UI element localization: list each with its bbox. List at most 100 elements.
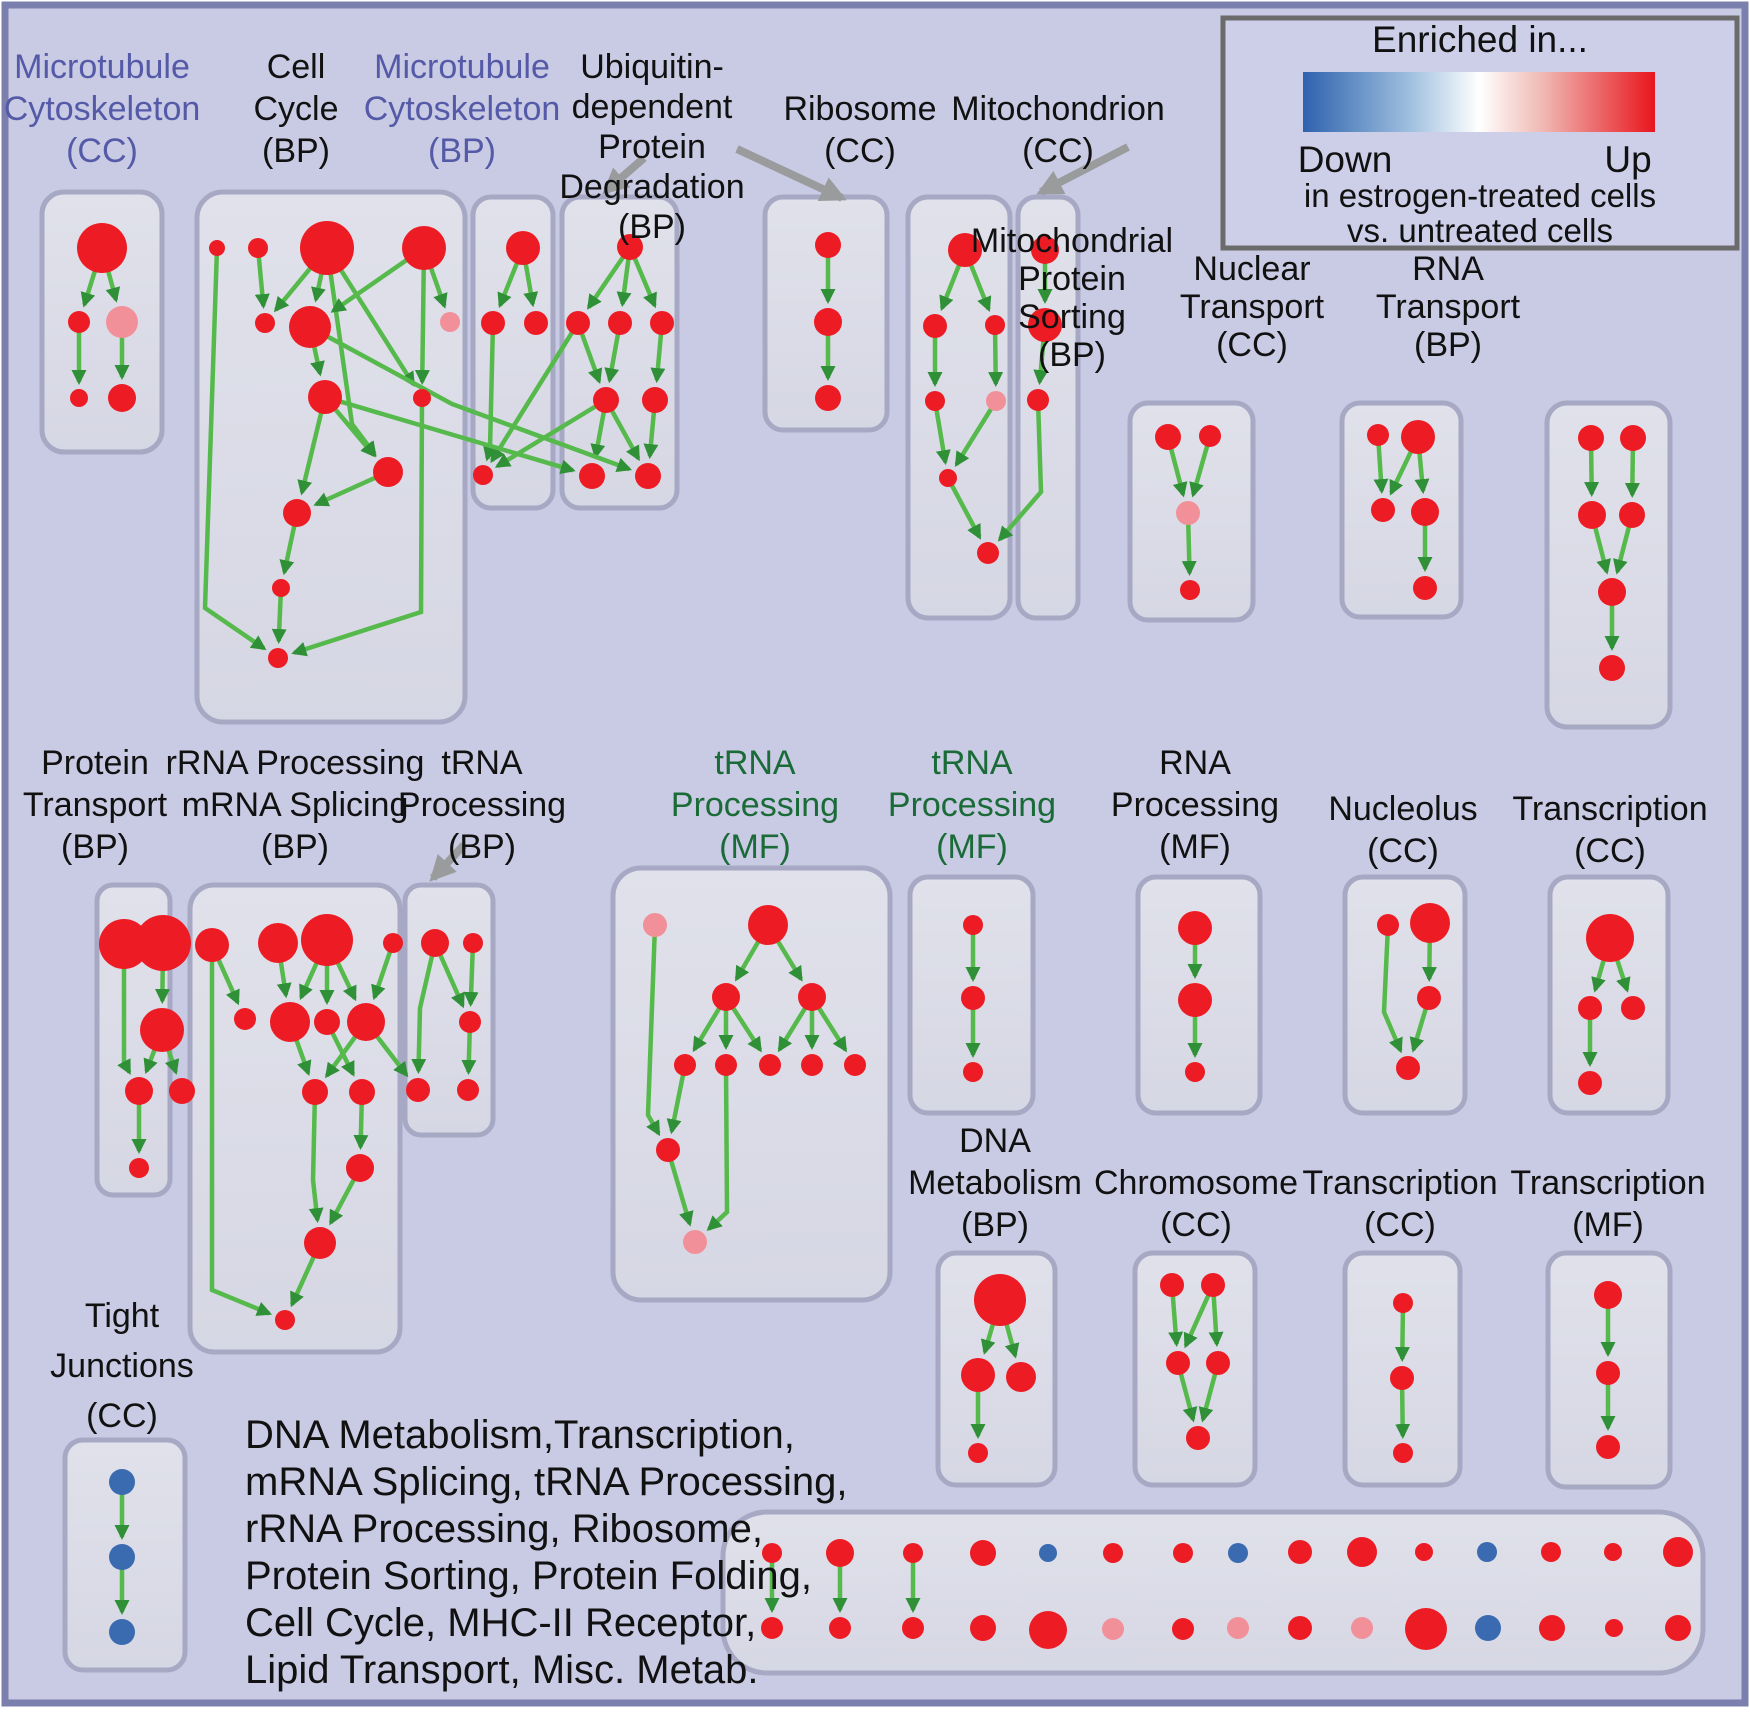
node-q2 bbox=[1620, 425, 1646, 451]
label-trna-processing-mf-1-line-2: Processing bbox=[671, 786, 839, 824]
node-o4 bbox=[1396, 1056, 1420, 1080]
node-e2 bbox=[1028, 308, 1062, 342]
node-z1 bbox=[1594, 1281, 1622, 1309]
node-u6 bbox=[579, 463, 605, 489]
label-mitochondrial-protein-sorting-bp-line-4: (BP) bbox=[1038, 336, 1106, 374]
node-w1 bbox=[1586, 914, 1634, 962]
node-f9 bbox=[656, 1138, 680, 1162]
box-microtubule-cytoskeleton-cc bbox=[39, 189, 165, 455]
label-mitochondrion-cc-line-1: Mitochondrion bbox=[951, 90, 1165, 128]
legend-subtitle-2: vs. untreated cells bbox=[1347, 212, 1613, 249]
node-wb2 bbox=[829, 1617, 851, 1639]
node-e1 bbox=[1031, 236, 1059, 264]
node-q3 bbox=[1578, 501, 1606, 529]
node-o3 bbox=[1417, 986, 1441, 1010]
node-wt1 bbox=[762, 1543, 782, 1563]
node-c9 bbox=[413, 389, 431, 407]
node-j2 bbox=[109, 1544, 135, 1570]
node-wt9 bbox=[1288, 1540, 1312, 1564]
node-c11 bbox=[283, 499, 311, 527]
node-m2 bbox=[481, 311, 505, 335]
misc-clusters-note-line-5: Cell Cycle, MHC-II Receptor, bbox=[245, 1601, 756, 1645]
node-a5 bbox=[108, 384, 136, 412]
node-wb14 bbox=[1605, 1619, 1623, 1637]
node-r1 bbox=[195, 928, 229, 962]
node-c5 bbox=[255, 313, 275, 333]
node-c1 bbox=[209, 240, 225, 256]
node-wb13 bbox=[1539, 1615, 1565, 1641]
label-mitochondrial-protein-sorting-bp-line-1: Mitochondrial bbox=[971, 222, 1173, 260]
node-u1 bbox=[566, 311, 590, 335]
edge-o1-o4 bbox=[1381, 924, 1403, 1054]
label-rrna-processing-mrna-splicing-bp-line-2: mRNA Splicing bbox=[182, 786, 409, 824]
edge-p1-p4 bbox=[117, 944, 132, 1076]
label-mitochondrial-protein-sorting-bp-line-3: Sorting bbox=[1018, 298, 1126, 336]
node-s3 bbox=[1176, 501, 1200, 525]
label-nuclear-transport-cc-line-3: (CC) bbox=[1216, 326, 1288, 364]
misc-clusters-note-line-2: mRNA Splicing, tRNA Processing, bbox=[245, 1460, 847, 1504]
node-f5 bbox=[715, 1054, 737, 1076]
node-t2 bbox=[463, 933, 483, 953]
label-rna-transport-bp-line-1: RNA bbox=[1412, 250, 1484, 288]
edge-c6-u7 bbox=[308, 325, 633, 473]
node-w3 bbox=[1621, 996, 1645, 1020]
node-u5 bbox=[642, 387, 668, 413]
node-r6 bbox=[270, 1002, 310, 1042]
label-ubiquitin-dependent-protein-degradation-bp-line-3: Protein bbox=[598, 128, 706, 166]
label-cell-cycle-bp-line-1: Cell bbox=[267, 48, 326, 86]
node-c7 bbox=[440, 312, 460, 332]
node-s2 bbox=[1199, 425, 1221, 447]
node-u3 bbox=[650, 311, 674, 335]
node-wt4 bbox=[970, 1540, 996, 1566]
edge-f9-f10 bbox=[665, 1149, 694, 1227]
label-tight-junctions-cc-line-3: (CC) bbox=[86, 1397, 158, 1435]
node-wb15 bbox=[1665, 1615, 1691, 1641]
edge-b4-b6 bbox=[932, 400, 951, 466]
node-m4 bbox=[473, 465, 493, 485]
node-u7 bbox=[635, 463, 661, 489]
node-u2 bbox=[608, 311, 632, 335]
node-d1 bbox=[974, 1274, 1026, 1326]
label-trna-processing-bp-line-1: tRNA bbox=[441, 744, 523, 782]
edge-t1-t4 bbox=[411, 942, 438, 1075]
edge-b6-b7 bbox=[946, 476, 982, 540]
label-chromosome-cc-line-1: Chromosome bbox=[1094, 1164, 1298, 1202]
node-wb5 bbox=[1029, 1611, 1067, 1649]
node-c13 bbox=[268, 648, 288, 668]
node-d3 bbox=[1006, 1362, 1036, 1392]
legend-gradient-bar bbox=[1303, 72, 1655, 132]
edge-t2-t3 bbox=[463, 942, 479, 1008]
node-r8 bbox=[347, 1003, 385, 1041]
node-n3 bbox=[1371, 498, 1395, 522]
box-dna-metabolism-bp bbox=[935, 1250, 1058, 1488]
node-n1 bbox=[1367, 424, 1389, 446]
node-f10 bbox=[683, 1230, 707, 1254]
misc-clusters-note-line-1: DNA Metabolism,Transcription, bbox=[245, 1413, 795, 1457]
label-microtubule-cytoskeleton-cc-line-1: Microtubule bbox=[14, 48, 190, 86]
label-microtubule-cytoskeleton-cc-line-2: Cytoskeleton bbox=[4, 90, 201, 128]
edge-f5-f10 bbox=[706, 1064, 730, 1232]
node-s4 bbox=[1180, 580, 1200, 600]
box-rrna-processing-mrna-splicing-bp bbox=[187, 882, 403, 1355]
node-p5 bbox=[169, 1078, 195, 1104]
node-wt10 bbox=[1347, 1537, 1377, 1567]
label-rrna-processing-mrna-splicing-bp-line-1: rRNA Processing bbox=[166, 744, 425, 782]
node-r3 bbox=[301, 914, 353, 966]
node-f3 bbox=[798, 983, 826, 1011]
node-wt11 bbox=[1415, 1543, 1433, 1561]
node-r13 bbox=[275, 1310, 295, 1330]
label-rrna-processing-mrna-splicing-bp-line-3: (BP) bbox=[261, 828, 329, 866]
node-n2 bbox=[1401, 420, 1435, 454]
node-p4 bbox=[125, 1077, 153, 1105]
node-wt7 bbox=[1173, 1543, 1193, 1563]
node-d2 bbox=[961, 1358, 995, 1392]
label-trna-processing-mf-2-line-1: tRNA bbox=[931, 744, 1013, 782]
legend-box bbox=[1220, 15, 1740, 251]
node-h3 bbox=[1185, 1062, 1205, 1082]
node-wb10 bbox=[1351, 1617, 1373, 1639]
node-k5 bbox=[1186, 1426, 1210, 1450]
node-b3 bbox=[985, 315, 1005, 335]
misc-clusters-note-line-3: rRNA Processing, Ribosome, bbox=[245, 1507, 763, 1551]
node-h2 bbox=[1178, 983, 1212, 1017]
gray-arrow-trna-bp-to-box bbox=[429, 842, 467, 882]
